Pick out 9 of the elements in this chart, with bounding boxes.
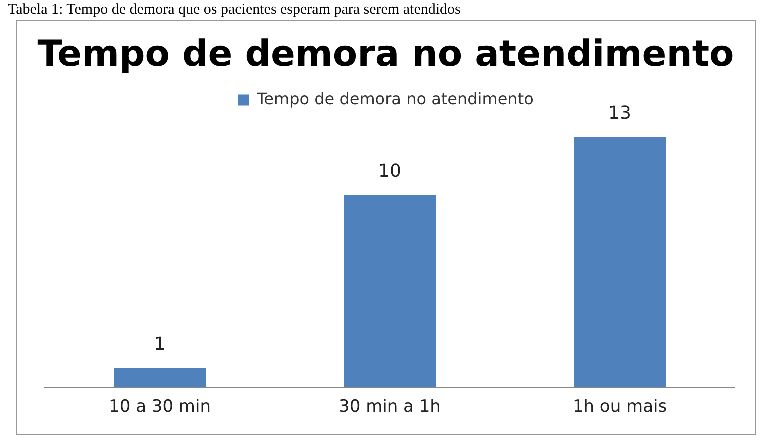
x-tick-label: 10 a 30 min <box>109 397 211 418</box>
data-label: 10 <box>378 160 402 182</box>
x-tick-label: 1h ou mais <box>572 397 668 418</box>
legend-label: Tempo de demora no atendimento <box>256 89 534 108</box>
data-label: 13 <box>608 103 632 124</box>
data-label: 1 <box>154 334 166 356</box>
x-tick-label: 30 min a 1h <box>339 397 441 418</box>
text: Tabela 1: Tempo de demora que os pacientes esperam para serem atendidos <box>8 2 461 18</box>
chart-title: Tempo de demora no atendimento <box>38 34 734 75</box>
